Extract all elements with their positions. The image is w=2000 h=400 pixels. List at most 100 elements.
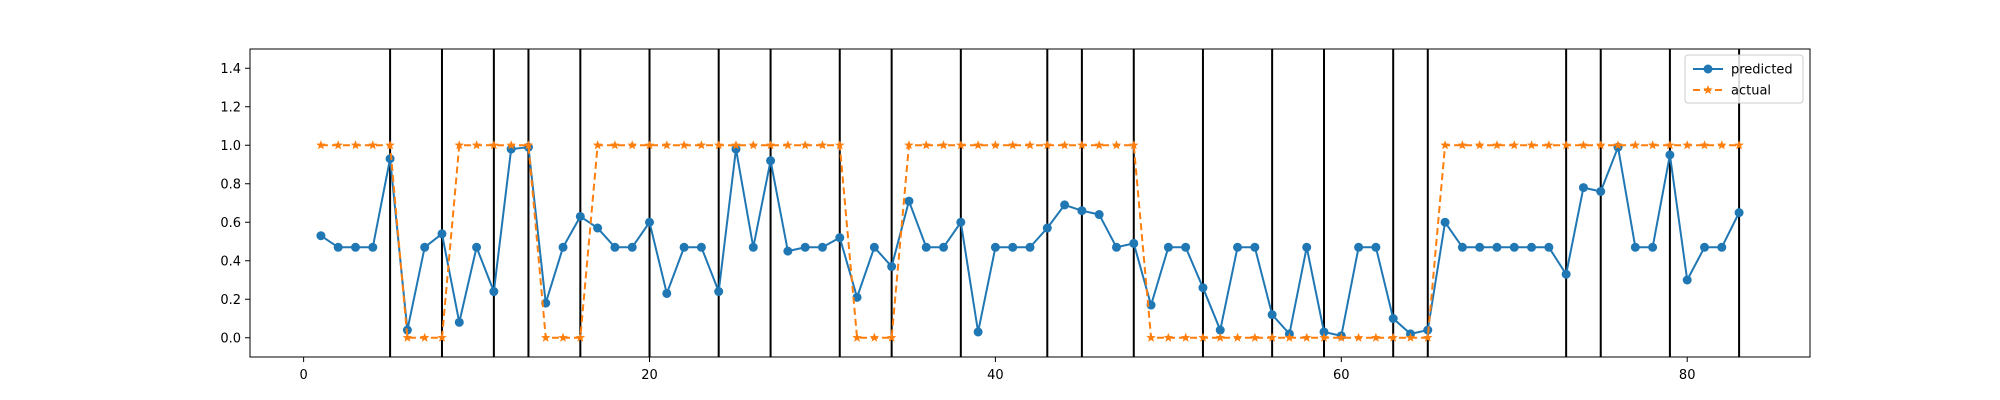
y-axis: 0.0 0.2 0.4 0.6 0.8 1.0 1.2 1.4	[220, 62, 250, 346]
x-tick-label: 40	[987, 368, 1004, 383]
data-point	[1561, 269, 1571, 279]
data-point	[437, 229, 447, 239]
data-point	[748, 140, 759, 150]
data-point	[558, 242, 568, 252]
data-point	[662, 288, 672, 298]
data-point	[454, 317, 464, 327]
data-point	[1699, 140, 1710, 150]
data-point	[1578, 183, 1588, 193]
data-point	[852, 292, 862, 302]
y-tick-label: 1.0	[220, 139, 241, 154]
data-point	[1163, 242, 1173, 252]
data-point	[1129, 140, 1139, 150]
data-point	[1336, 332, 1347, 342]
data-point	[593, 223, 603, 233]
data-point	[662, 140, 672, 150]
data-point	[1527, 242, 1537, 252]
data-point	[1630, 140, 1641, 150]
data-point	[540, 332, 551, 342]
data-point	[1025, 242, 1035, 252]
data-point	[1544, 242, 1554, 252]
x-tick-label: 60	[1333, 368, 1350, 383]
data-point	[1561, 140, 1571, 150]
data-point	[1596, 186, 1606, 196]
data-point	[1717, 140, 1727, 150]
data-point	[1578, 140, 1589, 150]
data-point	[1354, 242, 1364, 252]
data-point	[627, 242, 637, 252]
data-point	[368, 140, 378, 150]
data-point	[731, 140, 741, 150]
data-point	[1059, 140, 1070, 150]
x-tick-label: 80	[1679, 368, 1696, 383]
data-point	[1405, 332, 1416, 342]
data-point	[437, 332, 447, 342]
vertical-lines	[389, 49, 1741, 357]
data-point	[1734, 140, 1744, 150]
plot-area-frame	[249, 48, 1811, 358]
data-point	[956, 140, 966, 150]
data-point	[644, 140, 655, 150]
data-point	[1682, 140, 1692, 150]
series-line-predicted	[320, 143, 1740, 338]
data-point	[1301, 332, 1312, 342]
data-point	[1717, 242, 1727, 252]
data-point	[1232, 332, 1243, 342]
data-point	[748, 242, 758, 252]
y-tick-label: 0.4	[220, 254, 241, 269]
data-point	[610, 242, 620, 252]
data-point	[1388, 314, 1398, 323]
data-point	[973, 327, 983, 337]
data-point	[800, 242, 810, 252]
data-point	[1111, 140, 1122, 150]
data-point	[1648, 242, 1658, 252]
data-point	[1647, 140, 1658, 150]
data-point	[1146, 332, 1156, 342]
y-tick-label: 0.0	[220, 331, 241, 346]
data-point	[523, 140, 534, 150]
data-point	[1319, 332, 1329, 342]
data-point	[385, 154, 395, 164]
data-point	[714, 287, 724, 297]
data-point	[1129, 238, 1139, 248]
series-line-actual	[320, 144, 1740, 339]
data-point	[1595, 140, 1606, 150]
legend-entry-actual: actual	[1693, 84, 1771, 99]
data-point	[1007, 140, 1018, 150]
data-point	[1042, 140, 1053, 150]
data-point	[471, 140, 482, 150]
series-predicted	[316, 142, 1744, 341]
data-point	[1094, 140, 1104, 150]
data-point	[610, 140, 620, 150]
data-point	[472, 242, 482, 252]
data-point	[990, 242, 1000, 252]
data-point	[1284, 332, 1295, 342]
data-point	[316, 231, 326, 241]
data-point	[1111, 242, 1121, 252]
data-point	[817, 140, 828, 150]
data-point	[1492, 140, 1502, 150]
data-point	[1665, 150, 1675, 160]
y-tick-label: 0.8	[220, 177, 241, 192]
data-point	[350, 242, 360, 252]
data-point	[869, 332, 880, 342]
data-point	[402, 332, 413, 342]
data-point	[783, 140, 793, 150]
x-axis: 0 20 40 60 80	[299, 357, 1695, 383]
data-point	[1060, 200, 1070, 210]
data-point	[1163, 332, 1174, 342]
legend-entry-predicted: predicted	[1693, 63, 1793, 78]
y-tick-label: 1.4	[220, 62, 241, 77]
data-point	[990, 140, 1001, 150]
data-point	[1215, 325, 1225, 335]
data-point	[1371, 332, 1381, 342]
data-point	[316, 140, 326, 150]
data-point	[921, 242, 931, 252]
data-point	[575, 211, 585, 221]
data-point	[1008, 242, 1018, 252]
data-point	[333, 140, 343, 150]
data-point	[1180, 332, 1191, 342]
data-point	[938, 140, 949, 150]
data-point	[1371, 242, 1381, 252]
data-point	[333, 242, 343, 252]
